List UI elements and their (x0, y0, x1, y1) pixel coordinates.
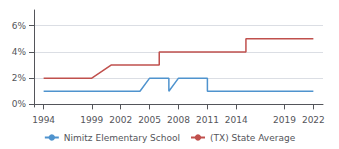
svg-text:2%: 2% (12, 73, 27, 83)
svg-text:4%: 4% (12, 47, 27, 57)
svg-text:0%: 0% (12, 99, 27, 109)
svg-text:(TX) State Average: (TX) State Average (210, 133, 296, 143)
svg-text:2022: 2022 (302, 115, 325, 125)
svg-text:1994: 1994 (32, 115, 55, 125)
svg-text:1999: 1999 (80, 115, 103, 125)
svg-text:6%: 6% (12, 21, 27, 31)
svg-text:2008: 2008 (167, 115, 190, 125)
svg-text:2011: 2011 (196, 115, 219, 125)
svg-text:2014: 2014 (225, 115, 248, 125)
svg-text:2005: 2005 (138, 115, 161, 125)
svg-text:2019: 2019 (273, 115, 296, 125)
svg-text:Nimitz Elementary School: Nimitz Elementary School (64, 133, 180, 143)
svg-text:2002: 2002 (109, 115, 132, 125)
